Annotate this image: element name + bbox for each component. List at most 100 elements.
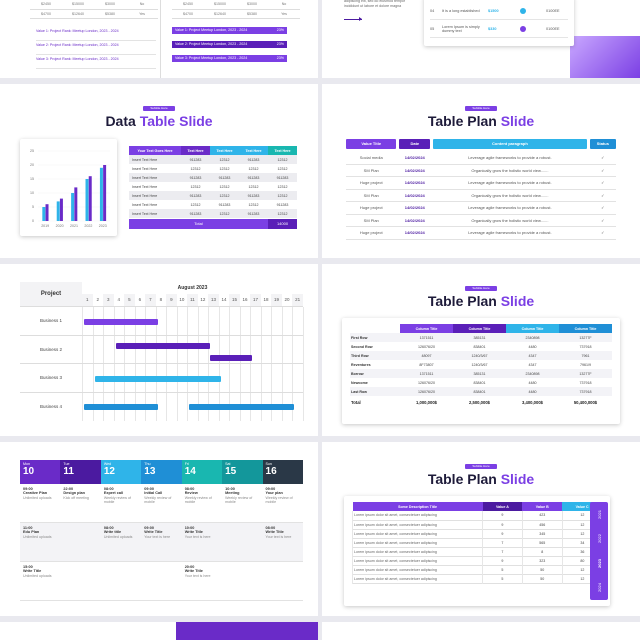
day-header: 17 <box>250 294 261 306</box>
grid-line <box>208 307 209 336</box>
table-cell: $4700 <box>41 11 51 16</box>
day-number: 10 <box>23 466 35 477</box>
top-left-value-list: Value 1: Project Rank: Meetup London, 20… <box>36 27 156 69</box>
table-row: Insert Text Here 911283 12312 911283 12312 <box>129 191 297 200</box>
calendar-event: 10:00 Meeting Weekly review of mobile <box>222 484 263 523</box>
event-title: Write Title <box>265 530 284 534</box>
table-cell: Organically grow the holistic world view… <box>471 192 549 198</box>
day-header: 9 <box>166 294 177 306</box>
table-cell: 14/02/2024 <box>404 167 425 173</box>
day-header: 10 <box>176 294 188 306</box>
calendar-event: 08:00 Expert call Weekly review of mobile <box>100 484 142 523</box>
table-cell: $2450 <box>183 2 193 7</box>
table-cell: 911283 <box>247 157 260 162</box>
task-bar <box>84 318 158 325</box>
grid-line <box>208 335 209 364</box>
subtitle-badge: Subtitle Here <box>465 106 497 111</box>
grid-line <box>303 307 304 336</box>
event-title: Write Title <box>184 530 203 534</box>
grid-line <box>82 392 83 421</box>
table-cell: 9 <box>482 529 523 538</box>
table-row: $4700 $12640 $5380 Yes <box>30 9 158 18</box>
table-cell: Leverage agile frameworks to provide a r… <box>468 230 552 236</box>
table-cell: 12312 <box>219 157 230 162</box>
slide-title: Data Table Slide <box>105 113 213 129</box>
day-number: 15 <box>225 466 237 477</box>
event-desc: Your text is here <box>184 574 211 578</box>
grid-line <box>82 364 83 393</box>
subtitle-badge: Subtitle Here <box>143 106 175 111</box>
grid-line <box>197 307 199 336</box>
day-header: 20 <box>281 294 293 306</box>
event-title: Expert call <box>103 491 124 495</box>
table-cell: 911283 <box>218 175 231 180</box>
table-row: Insert Text Here 12312 911283 12312 911283 <box>129 200 297 209</box>
event-desc: Weekly review of mobile <box>225 496 253 505</box>
row-number: 05 <box>430 26 435 31</box>
table-row: Insert Text Here 911283 911283 911283 911283 <box>129 173 297 182</box>
table-cell: 323 <box>521 556 563 565</box>
table-cell: 12312 <box>277 193 288 198</box>
table-cell: $12640 <box>72 11 84 16</box>
table-cell: $3000 <box>247 2 257 7</box>
day-header: 1 <box>82 294 93 306</box>
table-cell: 911283 <box>276 175 289 180</box>
event-desc: Weekly review of mobile <box>184 496 212 505</box>
row-code: 0100EE <box>546 26 560 31</box>
data-table: Your Text Goes Here Text Here Text Here Tex… <box>129 146 297 229</box>
day-header: 21 <box>292 294 303 306</box>
value-bar: Value 2: Project Meetup London, 2023 - 2… <box>172 41 287 48</box>
task-bar <box>115 343 211 350</box>
grid-line <box>250 364 251 393</box>
table-cell: Organically grow the holistic world view… <box>471 217 549 223</box>
grid-line <box>250 335 251 364</box>
day-header: 12 <box>197 294 209 306</box>
business-label: Business 2 <box>39 346 62 352</box>
table-cell: 12 <box>561 511 602 520</box>
table-cell: 7961 <box>581 353 590 358</box>
grid-line <box>103 335 104 364</box>
table-cell: No <box>281 2 287 7</box>
table-cell: Lorem ipsum dolor sit amet, consectetuer… <box>352 556 483 565</box>
table-cell: ✓ <box>601 230 605 236</box>
event-time: 08:00 <box>103 487 114 491</box>
day-header: Thu 13 <box>141 460 182 484</box>
total-row: Total 1,000,000$ 2,500,000$ 3,400,000$ 50,40… <box>350 396 612 408</box>
table-cell: Leverage agile frameworks to provide a r… <box>468 205 552 211</box>
day-header: Wed 12 <box>100 460 142 484</box>
calendar-event <box>222 562 263 601</box>
table-cell: 911283 <box>247 211 260 216</box>
total-cell: 1,000,000$ <box>416 399 437 405</box>
slide-top-right: adipiscing elit, sed do eiusmod tempor i… <box>322 0 640 78</box>
grid-line <box>113 335 115 364</box>
top-right-rows: 04 It is a long established $1500 0100EE 05 L… <box>430 2 568 38</box>
event-desc: Your text is here <box>265 535 292 539</box>
grid-line <box>166 392 167 421</box>
day-header: 16 <box>239 294 251 306</box>
table-cell: Huge project <box>359 205 383 211</box>
plan2-table: Column Title Column Title Column Title Colu… <box>350 324 612 408</box>
table-row: Insert Text Here 12312 12312 12312 12312 <box>129 164 297 173</box>
column-header: Column Title <box>400 324 453 333</box>
slide-table-plan-1: Subtitle Here Table Plan Slide Value Tit… <box>322 84 640 258</box>
column-header: Value B <box>522 502 563 511</box>
slide-title: Table Plan Slide <box>427 113 535 129</box>
grid-line <box>229 364 230 393</box>
table-cell: 12312 <box>190 202 201 207</box>
total-label: Total <box>129 219 268 229</box>
table-row: Reventures 8F73807 1240/3/67 4347 7961/9 <box>350 360 612 369</box>
table-cell: 345 <box>521 529 563 538</box>
table-cell: 12312 <box>277 166 288 171</box>
day-header: 11 <box>187 294 198 306</box>
table-cell: ✓ <box>601 180 605 186</box>
value-bar-pct: 23% <box>276 42 284 46</box>
day-header: Tue 11 <box>60 460 101 484</box>
event-title: Write Title <box>23 569 42 573</box>
table-cell: 36 <box>561 547 602 556</box>
day-header: 15 <box>229 294 240 306</box>
check-icon <box>520 25 526 32</box>
value-bar-label: Value 1: Project Meetup London, 2023 - 2… <box>175 28 248 32</box>
table-row: SM Plan 14/02/2024 Organically grow the ho… <box>346 190 616 202</box>
grid-line <box>124 335 125 364</box>
day-name: Sat <box>225 462 231 466</box>
